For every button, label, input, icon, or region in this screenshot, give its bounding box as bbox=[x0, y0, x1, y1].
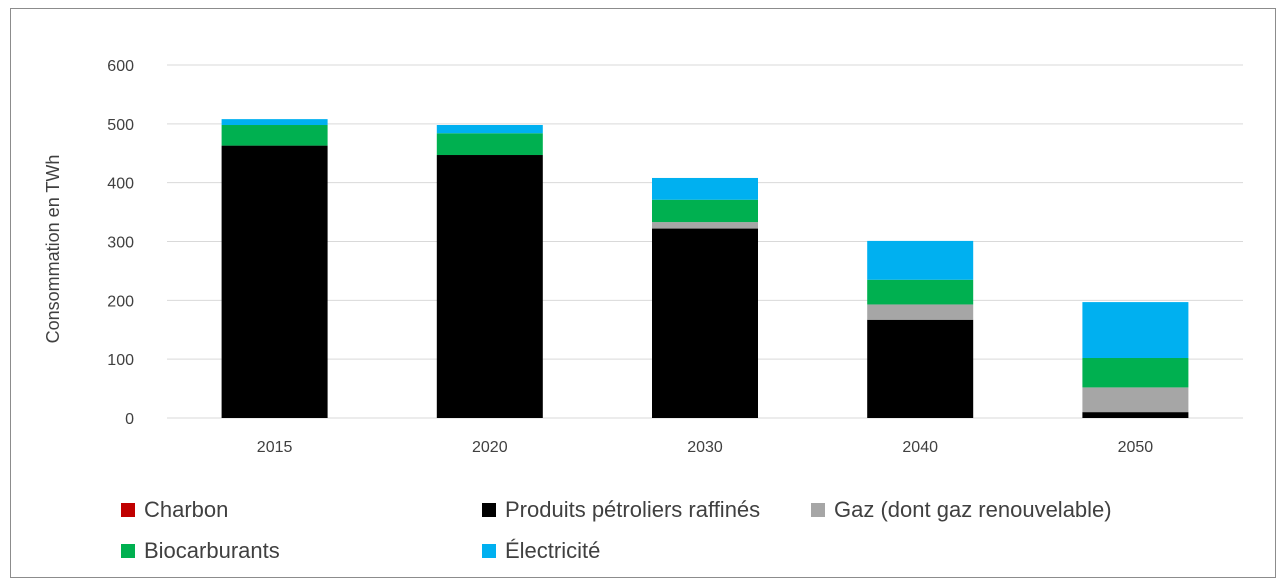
legend-item: Produits pétroliers raffinés bbox=[482, 497, 760, 523]
bar-segment bbox=[867, 240, 974, 280]
legend-swatch bbox=[811, 503, 825, 517]
bar-segment bbox=[221, 125, 328, 146]
y-tick-label: 400 bbox=[107, 176, 134, 193]
bar-segment bbox=[1082, 387, 1189, 413]
legend-label: Produits pétroliers raffinés bbox=[505, 497, 761, 522]
legend-label: Électricité bbox=[505, 538, 601, 563]
bar-segment bbox=[221, 119, 328, 126]
bar-segment bbox=[1082, 357, 1189, 388]
bar-segment bbox=[436, 155, 543, 418]
y-tick-label: 0 bbox=[125, 411, 134, 428]
bars bbox=[221, 119, 1189, 418]
y-axis-label: Consommation en TWh bbox=[43, 155, 63, 344]
bar-segment bbox=[652, 222, 758, 229]
legend-label: Biocarburants bbox=[144, 538, 280, 563]
bar-segment bbox=[1082, 302, 1189, 358]
legend-label: Charbon bbox=[144, 497, 229, 522]
bar-segment bbox=[867, 319, 974, 418]
x-tick-label: 2015 bbox=[257, 439, 293, 456]
bar-segment bbox=[221, 145, 328, 418]
y-tick-labels: 0 100 200 300 400 500 600 bbox=[107, 58, 134, 428]
x-tick-label: 2030 bbox=[687, 439, 723, 456]
x-tick-label: 2020 bbox=[472, 439, 508, 456]
bar-segment bbox=[652, 228, 758, 418]
chart-frame: 0 100 200 300 400 500 600 2015 2020 2030 2040 2050… bbox=[10, 8, 1276, 578]
legend-item: Électricité bbox=[482, 538, 600, 564]
stacked-bar-chart: 0 100 200 300 400 500 600 2015 2020 2030 2040 2050… bbox=[43, 58, 1243, 456]
bar-segment bbox=[652, 177, 758, 200]
legend-swatch bbox=[121, 503, 135, 517]
y-tick-label: 200 bbox=[107, 293, 134, 310]
legend-swatch bbox=[482, 544, 496, 558]
y-tick-label: 500 bbox=[107, 117, 134, 134]
legend-label: Gaz (dont gaz renouvelable) bbox=[834, 497, 1112, 522]
x-tick-label: 2040 bbox=[902, 439, 938, 456]
y-tick-label: 300 bbox=[107, 235, 134, 252]
legend-swatch bbox=[121, 544, 135, 558]
bar-segment bbox=[867, 304, 974, 320]
bar-segment bbox=[436, 133, 543, 156]
bar-segment bbox=[1082, 412, 1189, 418]
bar-segment bbox=[436, 125, 543, 134]
legend-swatch bbox=[482, 503, 496, 517]
x-tick-labels: 2015 2020 2030 2040 2050 bbox=[257, 439, 1153, 456]
bar-segment bbox=[652, 199, 758, 223]
x-tick-label: 2050 bbox=[1118, 439, 1154, 456]
legend-item: Gaz (dont gaz renouvelable) bbox=[811, 497, 1112, 523]
y-tick-label: 100 bbox=[107, 352, 134, 369]
bar-segment bbox=[867, 279, 974, 305]
legend-item: Biocarburants bbox=[121, 538, 280, 564]
legend-item: Charbon bbox=[121, 497, 228, 523]
y-tick-label: 600 bbox=[107, 58, 134, 75]
